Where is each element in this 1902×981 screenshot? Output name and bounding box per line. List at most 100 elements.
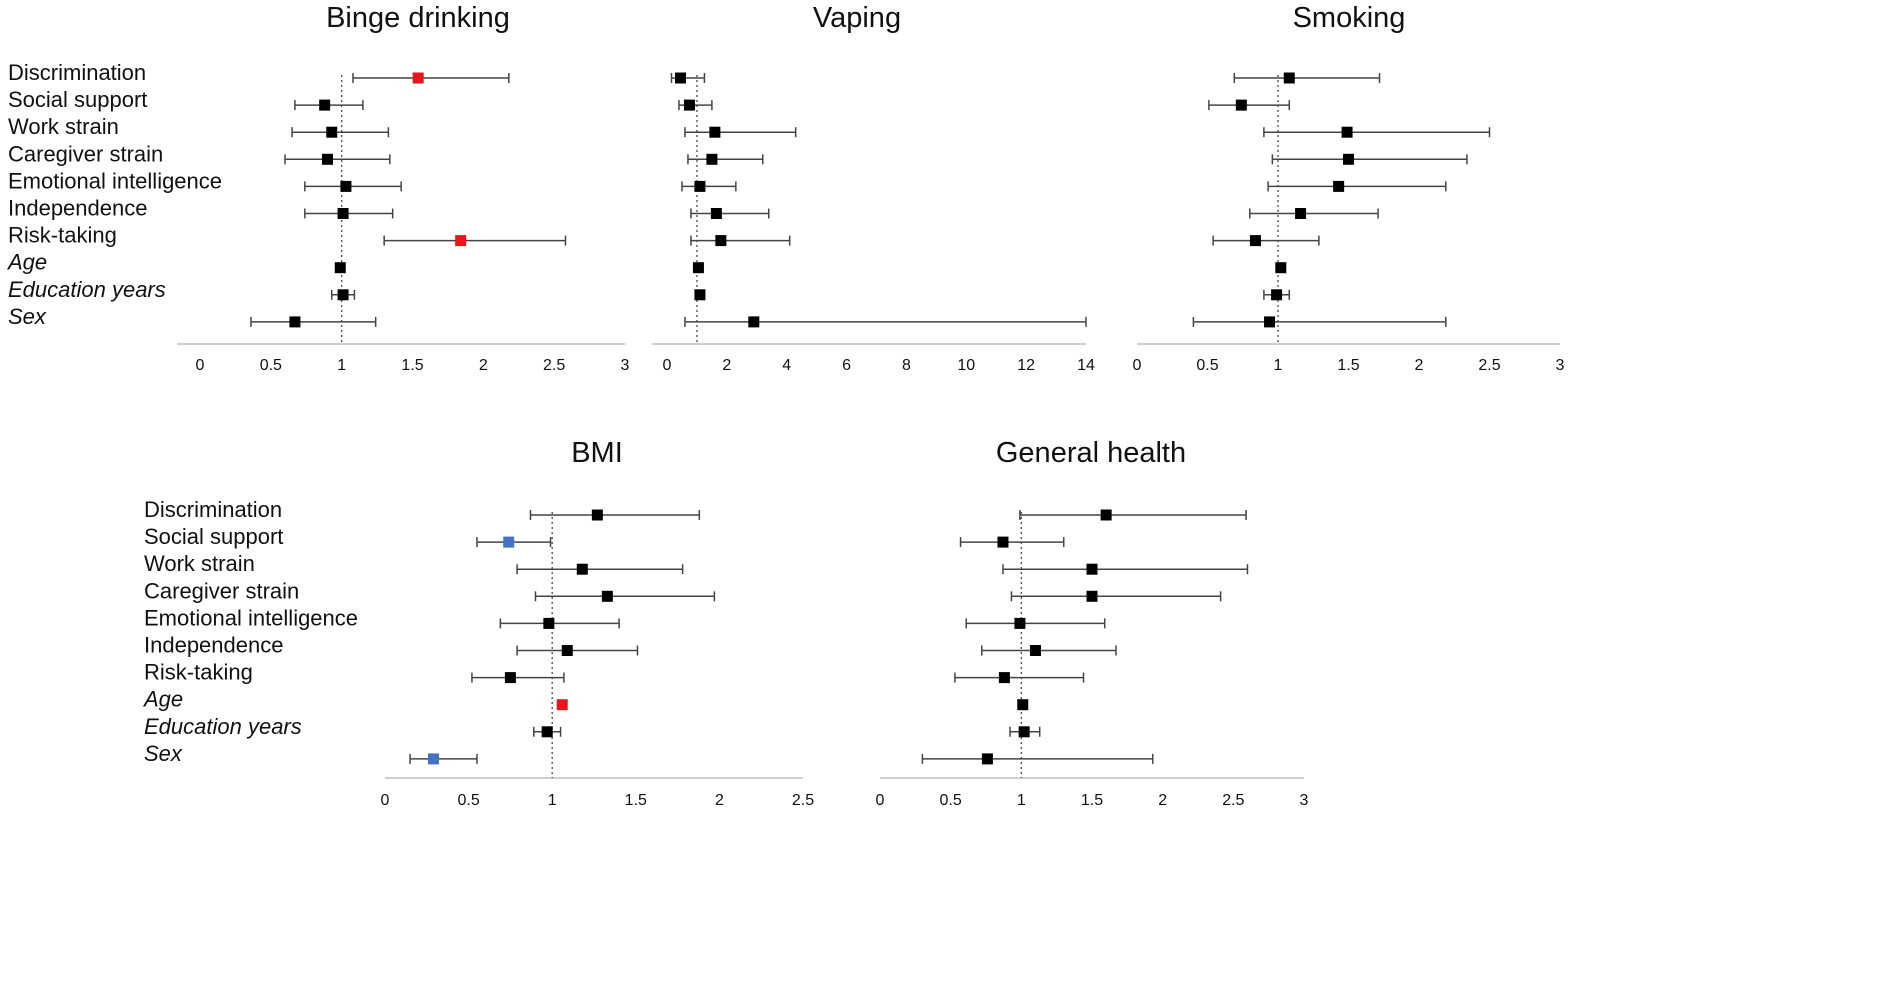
point-estimate (1295, 208, 1307, 219)
x-tick-label: 0.5 (457, 792, 479, 809)
row-label: Education years (8, 277, 166, 302)
row-label: Age (142, 687, 183, 712)
point-estimate (1264, 316, 1276, 328)
point-estimate (601, 590, 613, 602)
point-estimate (289, 316, 301, 328)
point-estimate (1283, 72, 1295, 84)
panel-title: Binge drinking (326, 2, 510, 34)
point-estimate (715, 235, 727, 247)
x-tick-label: 3 (1556, 357, 1565, 374)
x-tick-label: 1.5 (1337, 357, 1359, 374)
point-estimate (674, 72, 686, 84)
x-tick-label: 2 (722, 357, 731, 374)
point-estimate (748, 316, 760, 328)
point-estimate (1271, 289, 1283, 301)
point-estimate (1086, 563, 1098, 575)
x-tick-label: 2 (1158, 792, 1167, 809)
row-label: Risk-taking (8, 223, 117, 248)
x-tick-label: 1 (548, 792, 557, 809)
x-tick-label: 1 (1274, 357, 1283, 374)
point-estimate (997, 536, 1009, 548)
row-label: Education years (144, 714, 302, 739)
point-estimate (326, 126, 338, 138)
x-tick-label: 3 (1300, 792, 1309, 809)
row-label: Risk-taking (144, 660, 253, 685)
point-estimate (1017, 699, 1029, 711)
point-estimate (998, 672, 1010, 684)
x-tick-label: 0 (876, 792, 885, 809)
point-estimate (1341, 126, 1353, 138)
x-tick-label: 2 (1415, 357, 1424, 374)
point-estimate (591, 509, 603, 521)
point-estimate (412, 72, 424, 84)
row-label: Emotional intelligence (8, 168, 222, 193)
point-estimate (692, 262, 704, 274)
row-label: Sex (144, 741, 183, 766)
row-label: Emotional intelligence (144, 605, 358, 630)
x-tick-label: 2.5 (792, 792, 814, 809)
panel-title: Vaping (813, 2, 901, 34)
row-label: Work strain (8, 114, 119, 139)
point-estimate (1029, 645, 1041, 656)
point-estimate (1333, 180, 1345, 192)
point-estimate (706, 153, 718, 165)
point-estimate (1100, 509, 1112, 521)
point-estimate (504, 672, 516, 684)
point-estimate (1014, 617, 1026, 629)
point-estimate (340, 180, 352, 192)
point-estimate (1275, 262, 1287, 274)
point-estimate (319, 99, 331, 111)
point-estimate (694, 180, 706, 192)
x-tick-label: 0 (1133, 357, 1142, 374)
x-tick-label: 0.5 (1196, 357, 1218, 374)
x-tick-label: 0 (663, 357, 672, 374)
point-estimate (541, 726, 553, 738)
forest-panel-4: General health 0 0.5 1 1.5 2 2.5 3 (876, 437, 1309, 809)
point-estimate (503, 536, 515, 548)
x-tick-label: 1 (337, 357, 346, 374)
row-label: Discrimination (144, 497, 282, 522)
forest-panel-1: Vaping 0 2 4 6 8 10 12 14 (652, 2, 1095, 374)
x-tick-label: 0 (381, 792, 390, 809)
x-tick-label: 6 (842, 357, 851, 374)
x-tick-label: 8 (902, 357, 911, 374)
x-tick-label: 2.5 (1222, 792, 1244, 809)
x-tick-label: 1 (1017, 792, 1026, 809)
panel-title: BMI (571, 437, 623, 469)
x-tick-label: 2 (715, 792, 724, 809)
row-label: Sex (8, 304, 47, 329)
x-tick-label: 0.5 (260, 357, 282, 374)
row-label: Caregiver strain (144, 578, 299, 603)
point-estimate (455, 235, 467, 247)
point-estimate (694, 289, 706, 301)
point-estimate (427, 753, 439, 765)
forest-panel-2: Smoking 0 0.5 1 1.5 2 2.5 3 (1133, 2, 1565, 374)
x-tick-label: 3 (621, 357, 630, 374)
x-tick-label: 0.5 (940, 792, 962, 809)
row-label: Independence (144, 633, 283, 658)
point-estimate (543, 617, 555, 629)
point-estimate (337, 289, 349, 301)
x-tick-label: 1.5 (401, 357, 423, 374)
point-estimate (1343, 153, 1354, 165)
point-estimate (710, 208, 722, 219)
row-label: Caregiver strain (8, 141, 163, 166)
forest-panel-0: Binge drinking 0 0.5 1 1.5 2 2.5 3 Discriminatio… (6, 2, 630, 374)
row-label: Work strain (144, 551, 255, 576)
x-tick-label: 10 (957, 357, 975, 374)
panel-title: General health (996, 437, 1186, 469)
x-tick-label: 0 (196, 357, 205, 374)
row-label: Independence (8, 196, 147, 221)
row-label: Social support (144, 524, 283, 549)
point-estimate (1249, 235, 1261, 247)
x-tick-label: 14 (1077, 357, 1095, 374)
point-estimate (576, 563, 588, 575)
row-label: Discrimination (8, 60, 146, 85)
point-estimate (322, 153, 333, 165)
x-tick-label: 2.5 (1478, 357, 1500, 374)
row-label: Age (6, 250, 47, 275)
point-estimate (334, 262, 346, 274)
point-estimate (556, 699, 568, 711)
